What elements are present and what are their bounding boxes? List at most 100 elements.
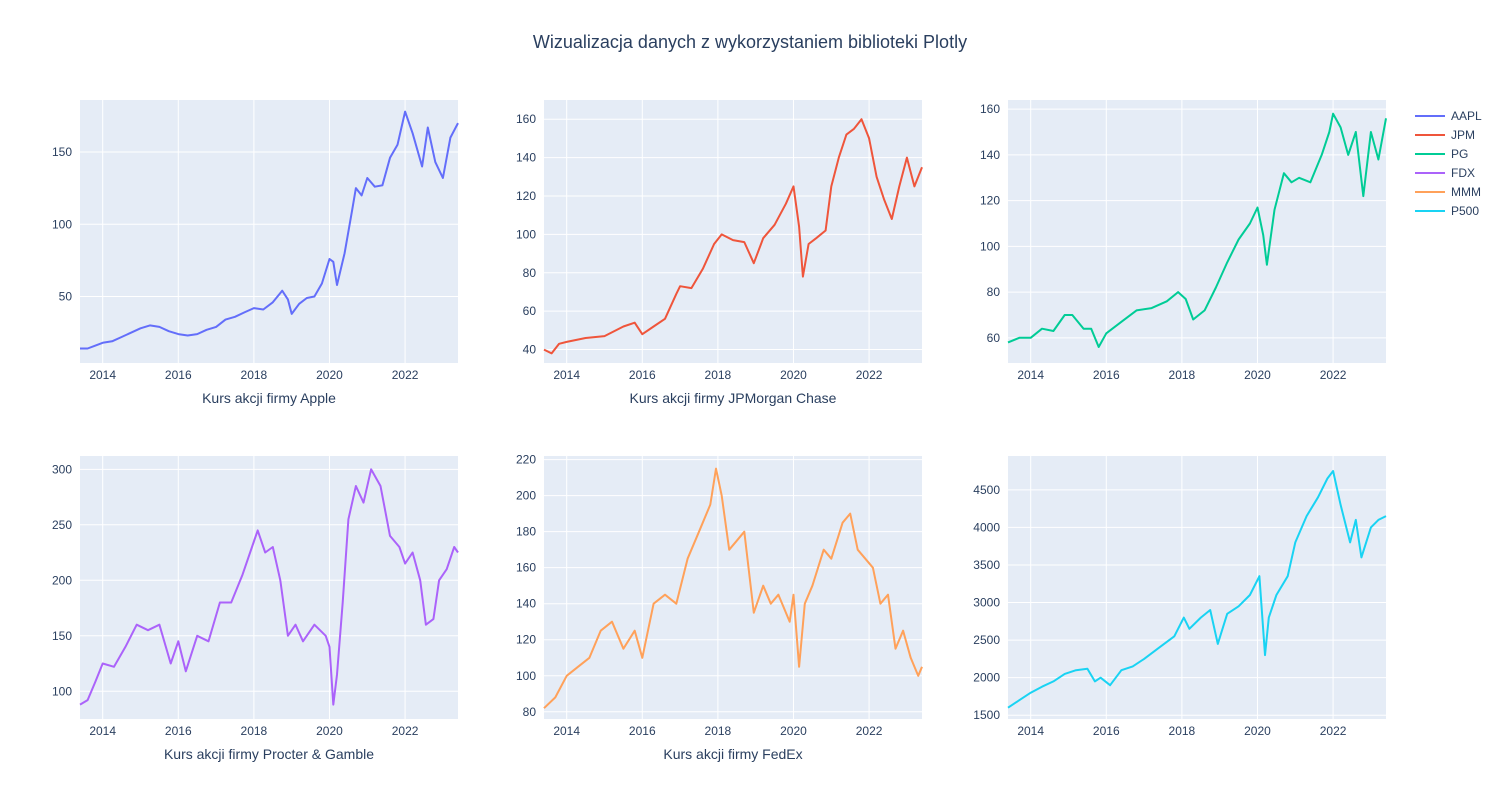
plot-area: [80, 100, 458, 363]
legend-item-jpm[interactable]: JPM: [1415, 125, 1495, 144]
x-tick-label: 2016: [629, 368, 656, 382]
y-tick-label: 150: [52, 145, 72, 159]
x-tick-label: 2018: [1169, 724, 1196, 738]
y-tick-label: 160: [980, 102, 1000, 116]
y-tick-label: 120: [980, 194, 1000, 208]
y-tick-label: 140: [516, 151, 536, 165]
x-axis-title: Kurs akcji firmy Procter & Gamble: [164, 746, 374, 762]
legend-swatch: [1415, 171, 1445, 174]
subplot-fdx: 2014 2016 2018 2020 2022 100 150 200 250 300 Kurs …: [52, 456, 459, 762]
plot-area: [1008, 456, 1386, 719]
x-tick-label: 2014: [89, 724, 116, 738]
y-tick-label: 120: [516, 189, 536, 203]
legend-label: P500: [1451, 203, 1480, 218]
series-line-fdx: [79, 468, 459, 706]
subplot-p500: 2014 2016 2018 2020 2022 1500 2000 2500 3000 3500…: [973, 456, 1387, 738]
y-tick-label: 150: [52, 629, 72, 643]
legend-item-aapl[interactable]: AAPL: [1415, 106, 1495, 125]
series-line-p500: [1007, 470, 1387, 709]
legend-item-fdx[interactable]: FDX: [1415, 163, 1495, 182]
x-axis-title: Kurs akcji firmy JPMorgan Chase: [630, 390, 837, 406]
x-tick-label: 2022: [392, 368, 419, 382]
legend-item-pg[interactable]: PG: [1415, 144, 1495, 163]
series-line-aapl: [80, 110, 459, 350]
y-tick-label: 80: [523, 266, 537, 280]
x-tick-label: 2016: [1093, 368, 1120, 382]
x-tick-label: 2018: [241, 724, 268, 738]
x-tick-label: 2022: [856, 368, 883, 382]
series-line-mmm: [543, 467, 923, 709]
x-tick-label: 2014: [553, 724, 580, 738]
y-tick-label: 100: [516, 669, 536, 683]
y-tick-label: 100: [52, 684, 72, 698]
legend: AAPL JPM PG FDX MMM P500: [1415, 106, 1495, 220]
y-tick-label: 1500: [973, 708, 1000, 722]
y-tick-label: 250: [52, 518, 72, 532]
legend-label: JPM: [1451, 127, 1475, 142]
figure-title: Wizualizacja danych z wykorzystaniem bib…: [532, 32, 968, 52]
x-tick-label: 2020: [316, 368, 343, 382]
y-tick-label: 200: [516, 489, 536, 503]
y-tick-label: 200: [52, 573, 72, 587]
legend-label: FDX: [1451, 165, 1475, 180]
y-tick-label: 2000: [973, 671, 1000, 685]
y-tick-label: 40: [523, 343, 537, 357]
plot-area: [80, 456, 458, 719]
x-tick-label: 2020: [1244, 724, 1271, 738]
x-axis-title: Kurs akcji firmy FedEx: [663, 746, 802, 762]
x-tick-label: 2022: [1320, 724, 1347, 738]
y-tick-label: 160: [516, 561, 536, 575]
subplot-aapl: 2014 2016 2018 2020 2022 50 100 150 Kurs akcji f…: [52, 100, 459, 406]
x-tick-label: 2018: [705, 368, 732, 382]
x-tick-label: 2022: [856, 724, 883, 738]
x-tick-label: 2020: [780, 724, 807, 738]
legend-swatch: [1415, 133, 1445, 136]
y-tick-label: 180: [516, 525, 536, 539]
series-line-pg: [1007, 112, 1387, 348]
x-tick-label: 2014: [89, 368, 116, 382]
x-tick-label: 2016: [629, 724, 656, 738]
x-tick-label: 2014: [553, 368, 580, 382]
legend-swatch: [1415, 152, 1445, 155]
x-tick-label: 2018: [705, 724, 732, 738]
legend-swatch: [1415, 209, 1445, 212]
x-tick-label: 2020: [316, 724, 343, 738]
legend-label: AAPL: [1451, 108, 1482, 123]
y-tick-label: 80: [987, 285, 1001, 299]
y-tick-label: 60: [523, 304, 537, 318]
x-tick-label: 2022: [1320, 368, 1347, 382]
x-tick-label: 2014: [1017, 724, 1044, 738]
y-tick-label: 140: [980, 148, 1000, 162]
y-tick-label: 4500: [973, 483, 1000, 497]
subplot-mmm: 2014 2016 2018 2020 2022 80 100 120 140 160 180 200…: [516, 453, 923, 762]
x-tick-label: 2020: [1244, 368, 1271, 382]
x-tick-label: 2016: [1093, 724, 1120, 738]
y-tick-label: 4000: [973, 520, 1000, 534]
plot-area: [1008, 100, 1386, 363]
legend-swatch: [1415, 114, 1445, 117]
y-tick-label: 3000: [973, 596, 1000, 610]
y-tick-label: 100: [980, 239, 1000, 253]
legend-item-mmm[interactable]: MMM: [1415, 182, 1495, 201]
legend-label: PG: [1451, 146, 1469, 161]
subplot-jpm: 2014 2016 2018 2020 2022 40 60 80 100 120 140 160 Ku…: [516, 100, 923, 406]
legend-label: MMM: [1451, 184, 1481, 199]
y-tick-label: 100: [52, 217, 72, 231]
y-tick-label: 120: [516, 633, 536, 647]
y-tick-label: 100: [516, 227, 536, 241]
plot-area: [544, 100, 922, 363]
y-tick-label: 300: [52, 462, 72, 476]
x-tick-label: 2020: [780, 368, 807, 382]
x-tick-label: 2022: [392, 724, 419, 738]
y-tick-label: 80: [523, 705, 537, 719]
y-tick-label: 3500: [973, 558, 1000, 572]
plot-area: [544, 456, 922, 719]
x-axis-title: Kurs akcji firmy Apple: [202, 390, 336, 406]
y-tick-label: 220: [516, 453, 536, 467]
y-tick-label: 160: [516, 112, 536, 126]
legend-item-p500[interactable]: P500: [1415, 201, 1495, 220]
x-tick-label: 2018: [241, 368, 268, 382]
y-tick-label: 60: [987, 331, 1001, 345]
